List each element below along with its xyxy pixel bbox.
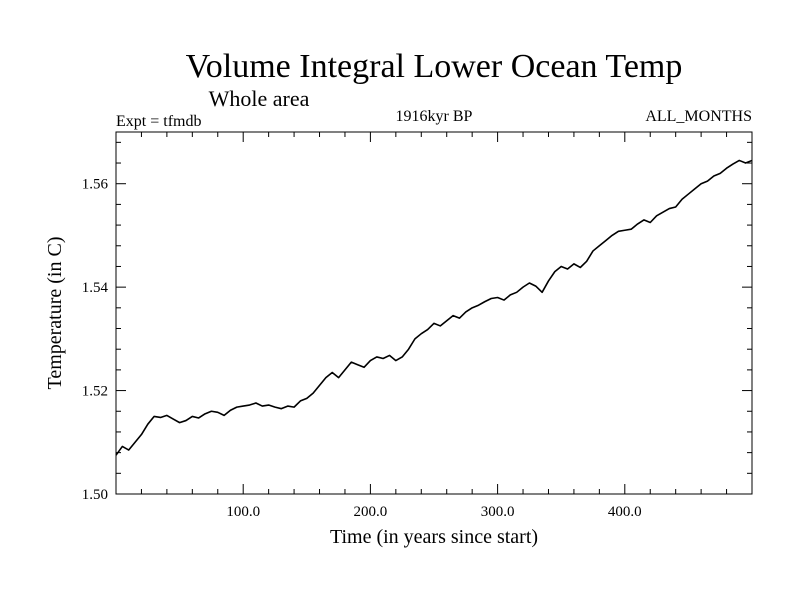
y-tick-label: 1.54 bbox=[82, 280, 109, 296]
y-tick-label: 1.56 bbox=[82, 177, 109, 193]
months-label: ALL_MONTHS bbox=[645, 108, 752, 125]
chart-title: Volume Integral Lower Ocean Temp bbox=[186, 48, 683, 85]
experiment-label: Expt = tfmdb bbox=[116, 113, 201, 130]
x-tick-label: 400.0 bbox=[608, 504, 642, 520]
y-tick-label: 1.50 bbox=[82, 487, 108, 503]
y-axis-tick-labels: 1.50 1.52 1.54 1.56 bbox=[82, 177, 109, 503]
y-tick-label: 1.52 bbox=[82, 384, 108, 400]
x-axis-ticks bbox=[140, 132, 728, 494]
period-label: 1916kyr BP bbox=[396, 108, 473, 125]
x-tick-label: 300.0 bbox=[481, 504, 515, 520]
temperature-series-line bbox=[115, 159, 753, 456]
x-axis-tick-labels: 100.0 200.0 300.0 400.0 bbox=[226, 504, 641, 520]
y-axis-ticks bbox=[116, 141, 752, 495]
chart-subtitle: Whole area bbox=[209, 86, 310, 111]
y-axis-label: Temperature (in C) bbox=[44, 237, 66, 390]
plot-area-frame bbox=[115, 131, 753, 495]
x-tick-label: 200.0 bbox=[354, 504, 388, 520]
x-axis-label: Time (in years since start) bbox=[330, 526, 538, 548]
x-tick-label: 100.0 bbox=[226, 504, 260, 520]
